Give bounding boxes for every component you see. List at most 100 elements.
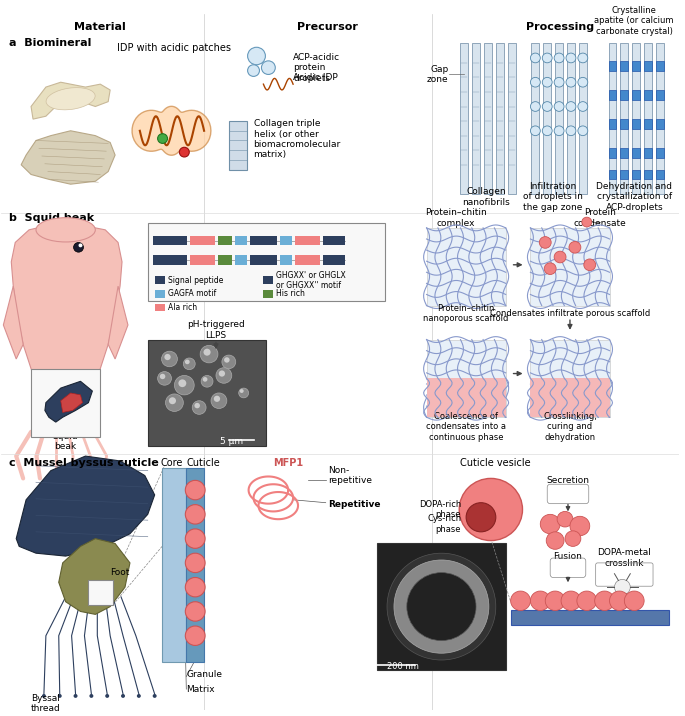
Circle shape — [166, 394, 184, 412]
Bar — [148, 223, 385, 301]
Polygon shape — [108, 286, 128, 359]
Circle shape — [578, 77, 588, 87]
Circle shape — [216, 368, 232, 383]
Circle shape — [566, 53, 576, 63]
Text: Protein–chitin
complex: Protein–chitin complex — [425, 208, 487, 228]
Text: IDP with acidic patches: IDP with acidic patches — [117, 43, 232, 53]
Text: Protein–chitin
nanoporous scaffold: Protein–chitin nanoporous scaffold — [423, 304, 509, 323]
Circle shape — [186, 578, 205, 597]
Polygon shape — [11, 226, 122, 432]
Circle shape — [169, 397, 176, 405]
Circle shape — [554, 53, 564, 63]
Bar — [656, 44, 664, 194]
Text: Byssal
thread: Byssal thread — [31, 694, 61, 713]
Circle shape — [240, 389, 244, 393]
Bar — [323, 255, 345, 265]
Bar — [155, 276, 164, 284]
Circle shape — [614, 579, 630, 595]
Bar — [656, 119, 664, 129]
Bar — [155, 304, 164, 311]
Circle shape — [566, 77, 576, 87]
Circle shape — [201, 375, 213, 387]
Bar — [162, 468, 186, 662]
Polygon shape — [31, 82, 110, 119]
Text: Cys-rich
phase: Cys-rich phase — [427, 514, 461, 533]
Bar — [608, 148, 616, 158]
Bar — [644, 90, 652, 100]
Polygon shape — [132, 106, 211, 155]
Text: Matrix: Matrix — [186, 684, 215, 694]
Circle shape — [73, 694, 77, 698]
Circle shape — [186, 626, 205, 645]
Circle shape — [222, 355, 236, 369]
Circle shape — [595, 591, 614, 611]
Circle shape — [137, 694, 141, 698]
Circle shape — [578, 102, 588, 112]
Circle shape — [58, 694, 62, 698]
Bar — [377, 543, 506, 669]
Bar — [543, 44, 551, 194]
Bar — [280, 236, 292, 246]
Text: Acidic IDP: Acidic IDP — [293, 73, 338, 82]
Bar — [153, 236, 380, 246]
Circle shape — [459, 478, 523, 541]
Text: Gap
zone: Gap zone — [427, 64, 449, 84]
Circle shape — [203, 349, 210, 356]
Text: Crystalline
apatite (or calcium
carbonate crystal): Crystalline apatite (or calcium carbonat… — [595, 6, 674, 36]
Bar — [656, 61, 664, 71]
Circle shape — [90, 694, 93, 698]
Bar — [280, 255, 292, 265]
Bar — [460, 44, 468, 194]
Text: Condensates infiltrate porous scaffold: Condensates infiltrate porous scaffold — [490, 309, 650, 318]
Circle shape — [561, 591, 581, 611]
Circle shape — [407, 573, 476, 641]
Bar — [621, 44, 628, 194]
Circle shape — [175, 375, 195, 395]
Polygon shape — [21, 131, 115, 184]
Circle shape — [577, 591, 597, 611]
Bar — [532, 44, 539, 194]
Circle shape — [73, 243, 84, 252]
Bar — [608, 61, 616, 71]
Bar — [235, 236, 247, 246]
Bar — [530, 228, 610, 306]
Bar — [621, 90, 628, 100]
Circle shape — [554, 251, 566, 263]
Bar — [155, 290, 164, 298]
Text: DOPA-rich
phase: DOPA-rich phase — [419, 500, 461, 519]
Text: Secretion: Secretion — [547, 476, 590, 485]
Text: GAGFA motif: GAGFA motif — [168, 289, 216, 299]
Circle shape — [530, 53, 540, 63]
Circle shape — [569, 241, 581, 253]
Bar — [621, 148, 628, 158]
Bar — [508, 44, 516, 194]
Bar — [427, 378, 506, 417]
Bar — [579, 44, 587, 194]
Circle shape — [540, 514, 560, 533]
Text: Cuticle vesicle: Cuticle vesicle — [460, 458, 531, 468]
Bar — [190, 255, 215, 265]
Bar — [632, 44, 640, 194]
Circle shape — [184, 358, 195, 369]
Polygon shape — [16, 456, 155, 556]
Text: Signal peptide: Signal peptide — [168, 276, 223, 285]
Text: Granule: Granule — [186, 670, 223, 679]
Circle shape — [162, 352, 177, 367]
Circle shape — [545, 263, 556, 274]
Ellipse shape — [36, 218, 95, 242]
Circle shape — [539, 236, 551, 248]
Circle shape — [543, 126, 552, 135]
Text: Protein
condensate: Protein condensate — [573, 208, 626, 228]
Bar — [621, 61, 628, 71]
Bar — [264, 290, 273, 298]
Circle shape — [510, 591, 530, 611]
Circle shape — [394, 560, 489, 653]
Text: Squid
beak: Squid beak — [53, 432, 79, 451]
Bar — [644, 148, 652, 158]
Text: Repetitive: Repetitive — [327, 500, 380, 509]
Bar — [608, 170, 616, 179]
Text: 200 nm: 200 nm — [387, 662, 419, 672]
Polygon shape — [59, 538, 130, 614]
Circle shape — [530, 102, 540, 112]
Bar — [295, 236, 320, 246]
